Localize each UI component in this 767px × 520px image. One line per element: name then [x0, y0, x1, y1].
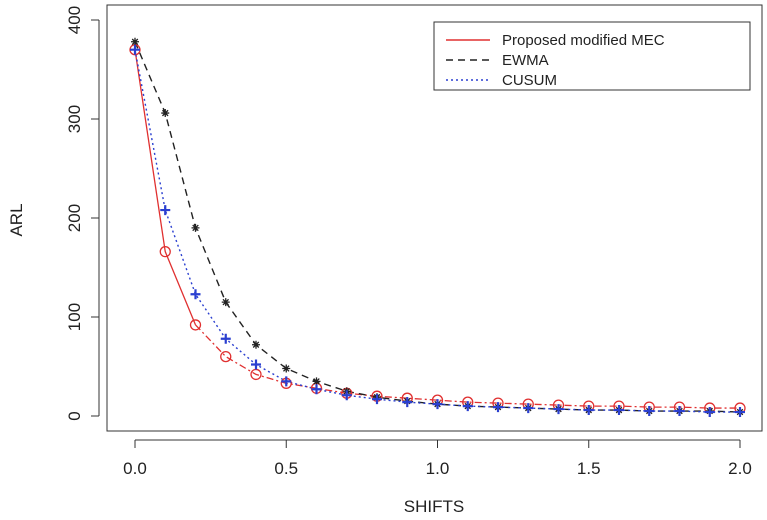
- y-axis-label: ARL: [7, 203, 26, 236]
- cusum-point: [704, 407, 715, 418]
- y-tick-label: 300: [65, 105, 84, 133]
- ewma-point: [282, 364, 291, 373]
- cusum-point: [251, 359, 261, 370]
- proposed-modified-mec-point: [220, 350, 232, 363]
- ewma-point: [252, 340, 260, 349]
- legend-label-cusum: CUSUM: [502, 72, 557, 89]
- cusum-point: [462, 401, 473, 412]
- cusum-point: [644, 406, 655, 417]
- cusum-point: [190, 289, 201, 300]
- cusum-point: [493, 402, 503, 413]
- plot-box: [106, 4, 763, 432]
- cusum-point: [402, 397, 413, 408]
- y-tick-label: 0: [65, 411, 84, 420]
- y-tick-label: 100: [65, 303, 84, 331]
- x-axis-label: SHIFTS: [404, 497, 464, 516]
- ewma-point: [221, 298, 230, 307]
- legend: Proposed modified MEC EWMA CUSUM: [433, 21, 751, 91]
- ewma-point: [131, 37, 139, 46]
- series-lines: [134, 41, 741, 413]
- cusum-point: [281, 376, 292, 387]
- ewma-point: [191, 223, 200, 232]
- proposed-modified-mec-point: [189, 319, 202, 331]
- x-tick-label: 1.0: [426, 459, 450, 478]
- proposed-modified-mec-line-solid: [134, 49, 197, 326]
- ewma-line: [134, 41, 741, 413]
- series-markers: [129, 37, 746, 418]
- x-tick-label: 2.0: [728, 459, 752, 478]
- x-tick-label: 0.0: [123, 459, 147, 478]
- proposed-modified-mec-line-dashdot: [195, 324, 740, 409]
- ewma-point: [161, 109, 170, 118]
- cusum-point: [614, 405, 624, 416]
- cusum-point: [735, 407, 745, 418]
- cusum-point: [311, 384, 322, 395]
- axes: 0.0 0.5 1.0 1.5 2.0 0 100 200 300 400: [65, 6, 752, 478]
- cusum-point: [130, 44, 140, 55]
- cusum-line: [134, 49, 740, 413]
- ewma-point: [312, 377, 321, 386]
- legend-box: [433, 21, 751, 91]
- y-tick-label: 200: [65, 204, 84, 232]
- cusum-point: [583, 405, 594, 416]
- x-tick-label: 0.5: [274, 459, 298, 478]
- cusum-point: [220, 333, 231, 344]
- cusum-point: [553, 404, 564, 415]
- cusum-point: [432, 399, 443, 410]
- x-tick-label: 1.5: [577, 459, 601, 478]
- y-tick-label: 400: [65, 6, 84, 34]
- cusum-point: [674, 406, 685, 417]
- legend-label-ewma: EWMA: [502, 52, 549, 69]
- proposed-modified-mec-point: [159, 246, 171, 258]
- cusum-point: [341, 390, 352, 401]
- cusum-point: [523, 403, 534, 414]
- legend-label-proposed-modified-mec: Proposed modified MEC: [502, 32, 665, 49]
- cusum-point: [372, 394, 382, 405]
- cusum-point: [160, 205, 171, 216]
